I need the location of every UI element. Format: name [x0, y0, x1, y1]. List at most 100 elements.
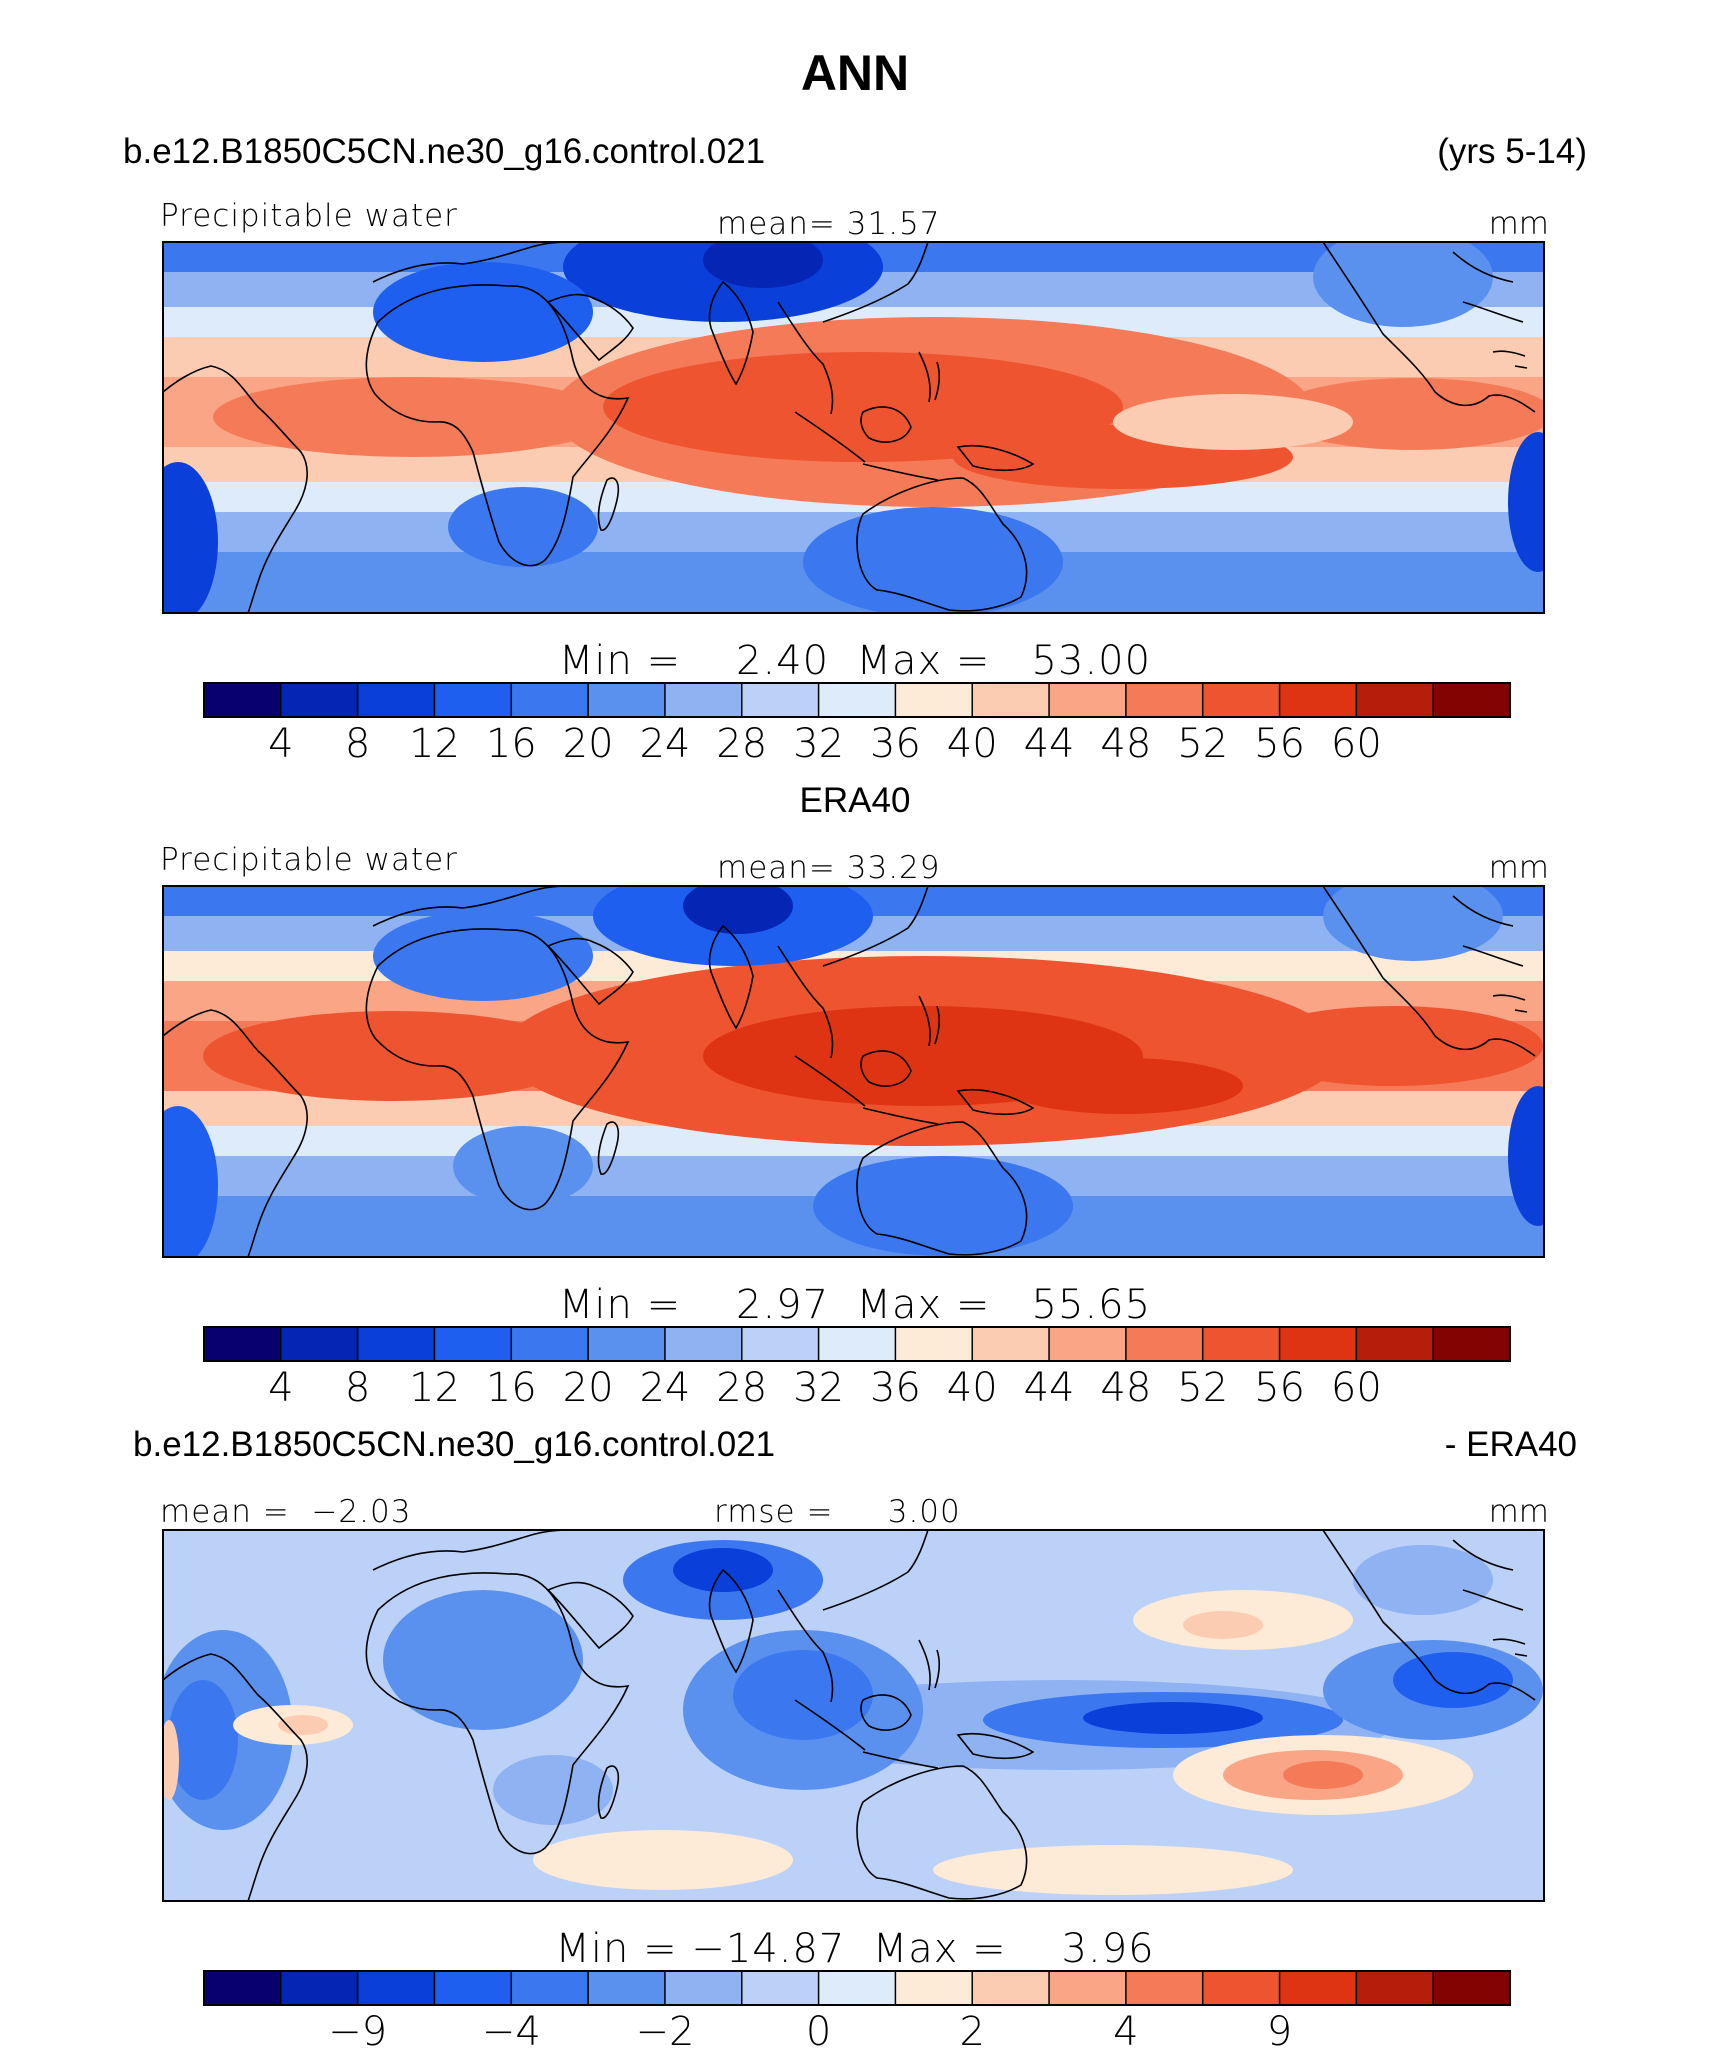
colorbar-box — [204, 1971, 282, 2005]
colorbar-tick-label: 44 — [1024, 1365, 1075, 1411]
colorbar-box — [818, 1971, 896, 2005]
colorbar-box — [895, 1327, 973, 1361]
colorbar-tick-label: 48 — [1100, 1365, 1151, 1411]
colorbar-tick-label: 4 — [1113, 2009, 1138, 2055]
panel3-minmax: Min = −14.87 Max = 3.96 — [555, 1926, 1154, 1972]
colorbar-box — [511, 1327, 589, 1361]
colorbar-tick-label: 28 — [716, 721, 767, 767]
colorbar-tick-label: −2 — [635, 2009, 694, 2055]
colorbar-box — [434, 1327, 512, 1361]
colorbar-box — [1202, 1327, 1281, 1361]
colorbar-box — [1125, 1327, 1204, 1361]
colorbar-box — [434, 683, 512, 717]
panel3-map-frame — [162, 1529, 1545, 1902]
colorbar-box — [741, 1971, 820, 2005]
panel2-mean-label: mean= 33.29 — [717, 850, 941, 886]
colorbar-tick-label: 48 — [1100, 721, 1151, 767]
colorbar-box — [895, 683, 973, 717]
colorbar-box — [280, 683, 359, 717]
colorbar-box — [511, 1971, 589, 2005]
colorbar-box — [1049, 683, 1127, 717]
colorbar-box — [588, 683, 666, 717]
colorbar-tick-label: 8 — [345, 1365, 370, 1411]
colorbar-tick-label: −9 — [328, 2009, 387, 2055]
colorbar-tick-label: 4 — [268, 1365, 293, 1411]
panel1-header-left: b.e12.B1850C5CN.ne30_g16.control.021 — [123, 132, 765, 171]
colorbar-box — [895, 1971, 973, 2005]
colorbar-frame — [203, 1326, 1511, 1362]
panel1-header-right: (yrs 5-14) — [1437, 132, 1587, 171]
colorbar-tick-label: 60 — [1331, 721, 1382, 767]
colorbar-box — [1125, 683, 1204, 717]
colorbar-box — [1433, 1971, 1511, 2005]
colorbar-tick-label: 9 — [1267, 2009, 1292, 2055]
panel2-map-frame — [162, 885, 1545, 1258]
colorbar-box — [972, 683, 1050, 717]
panel1-minmax: Min = 2.40 Max = 53.00 — [559, 638, 1151, 684]
colorbar-box — [434, 1971, 512, 2005]
colorbar-box — [1125, 1971, 1204, 2005]
panel1-variable-label: Precipitable water — [160, 198, 458, 234]
colorbar-tick-label: 56 — [1254, 1365, 1305, 1411]
colorbar-box — [818, 1327, 896, 1361]
colorbar-box — [1202, 683, 1281, 717]
panel2-units-label: mm — [1489, 850, 1549, 886]
panel2-minmax: Min = 2.97 Max = 55.65 — [559, 1282, 1151, 1328]
colorbar-tick-label: −4 — [482, 2009, 541, 2055]
panel1-colorbar-labels: 4 8 12 16 20 24 28 32 36 40 44 48 52 56 60 — [268, 721, 1382, 767]
colorbar-tick-label: 40 — [947, 721, 998, 767]
colorbar-box — [1356, 1327, 1434, 1361]
colorbar-box — [1279, 1327, 1357, 1361]
colorbar-box — [1279, 1971, 1357, 2005]
colorbar-box — [357, 1971, 435, 2005]
colorbar-tick-label: 20 — [563, 721, 614, 767]
colorbar-box — [204, 683, 282, 717]
panel2-header: ERA40 — [800, 781, 911, 820]
panel3-mean-label: mean = −2.03 — [160, 1494, 411, 1530]
colorbar-box — [664, 1327, 743, 1361]
colorbar-tick-label: 4 — [268, 721, 293, 767]
colorbar-box — [588, 1327, 666, 1361]
colorbar-tick-label: 20 — [563, 1365, 614, 1411]
colorbar-box — [1049, 1971, 1127, 2005]
colorbar-tick-label: 40 — [947, 1365, 998, 1411]
panel1-colorbar — [203, 682, 1511, 718]
colorbar-box — [1202, 1971, 1281, 2005]
colorbar-frame — [203, 682, 1511, 718]
colorbar-tick-label: 52 — [1177, 1365, 1228, 1411]
colorbar-tick-label: 12 — [409, 1365, 460, 1411]
colorbar-tick-label: 44 — [1024, 721, 1075, 767]
colorbar-tick-label: 2 — [960, 2009, 985, 2055]
colorbar-box — [664, 1971, 743, 2005]
panel3-header-left: b.e12.B1850C5CN.ne30_g16.control.021 — [133, 1425, 775, 1464]
colorbar-frame — [203, 1970, 1511, 2006]
colorbar-tick-label: 32 — [793, 1365, 844, 1411]
colorbar-tick-label: 36 — [870, 1365, 921, 1411]
panel2-map — [163, 886, 1544, 1257]
panel1-map-frame — [162, 241, 1545, 614]
panel3-colorbar-labels: −9 −4 −2 0 2 4 9 — [328, 2009, 1292, 2055]
colorbar-tick-label: 28 — [716, 1365, 767, 1411]
panel1-mean-label: mean= 31.57 — [717, 206, 941, 242]
colorbar-box — [280, 1971, 359, 2005]
colorbar-tick-label: 16 — [486, 1365, 537, 1411]
colorbar-box — [511, 683, 589, 717]
panel1-map — [163, 242, 1544, 613]
colorbar-box — [972, 1971, 1050, 2005]
colorbar-tick-label: 36 — [870, 721, 921, 767]
colorbar-tick-label: 32 — [793, 721, 844, 767]
colorbar-tick-label: 16 — [486, 721, 537, 767]
figure-title: ANN — [801, 45, 909, 101]
colorbar-box — [280, 1327, 359, 1361]
colorbar-box — [1433, 1327, 1511, 1361]
colorbar-box — [664, 683, 743, 717]
colorbar-tick-label: 24 — [639, 721, 690, 767]
colorbar-box — [204, 1327, 282, 1361]
colorbar-box — [741, 683, 820, 717]
colorbar-box — [972, 1327, 1050, 1361]
colorbar-tick-label: 52 — [1177, 721, 1228, 767]
panel3-colorbar — [203, 1970, 1511, 2006]
panel3-map — [163, 1530, 1544, 1901]
colorbar-box — [1049, 1327, 1127, 1361]
